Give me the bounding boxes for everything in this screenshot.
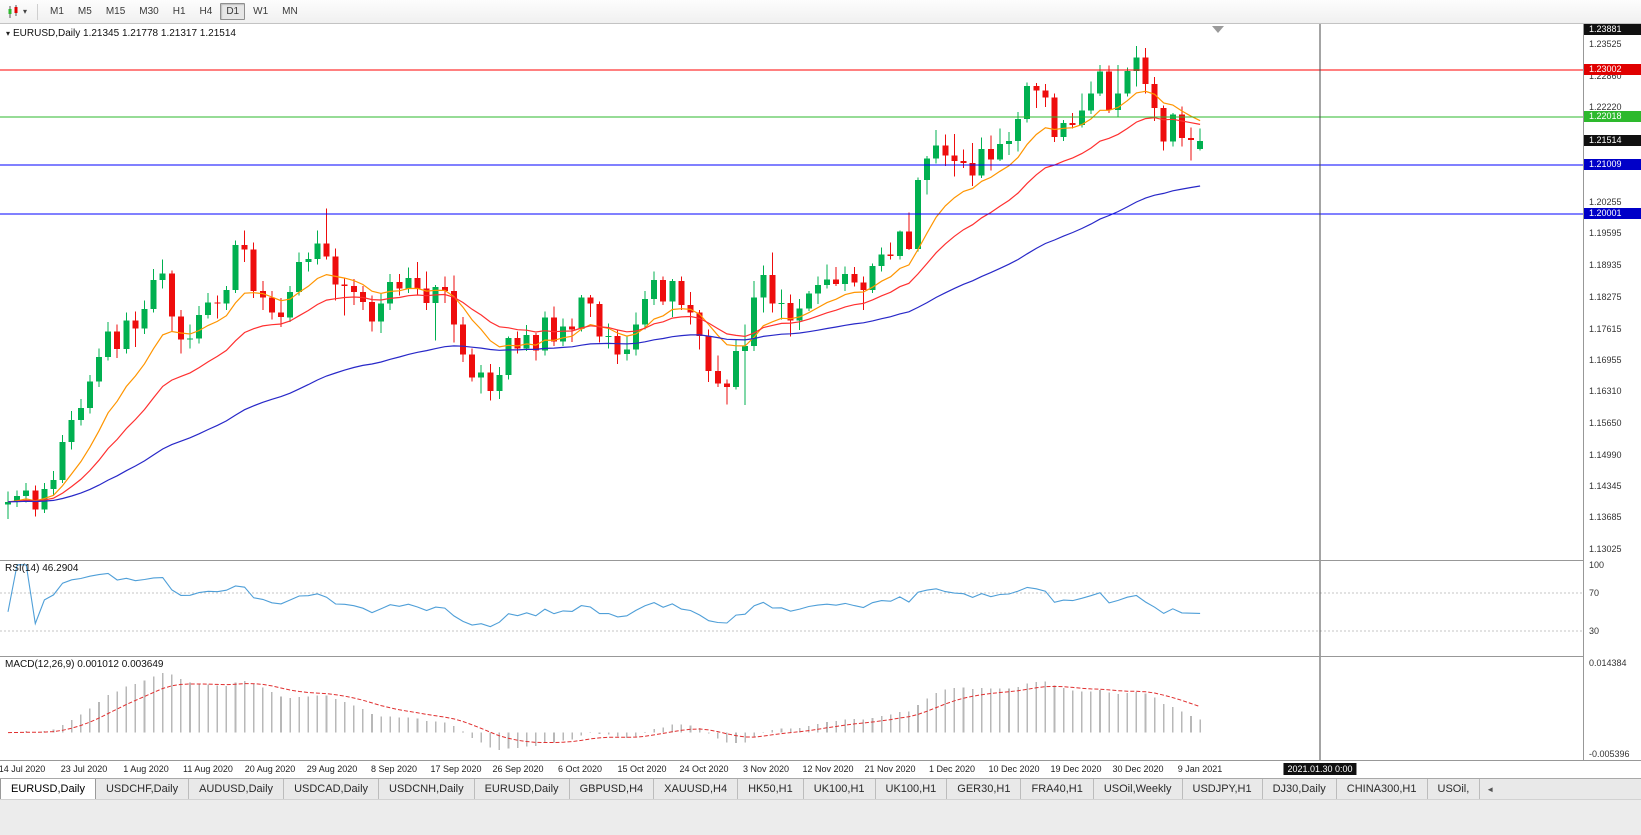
price-tick: 1.18935	[1589, 260, 1622, 270]
date-tick: 11 Aug 2020	[183, 764, 233, 774]
timeframe-button-m1[interactable]: M1	[50, 6, 64, 17]
date-tick: 6 Oct 2020	[557, 764, 603, 774]
date-tick: 20 Aug 2020	[244, 764, 296, 774]
price-badge-1.21009: 1.21009	[1584, 159, 1641, 170]
date-tick: 10 Dec 2020	[988, 764, 1040, 774]
timeframe-button-mn[interactable]: MN	[282, 6, 298, 17]
rsi-axis-label: 70	[1589, 588, 1600, 598]
date-tick: 23 Jul 2020	[60, 764, 108, 774]
price-tick: 1.17615	[1589, 324, 1622, 334]
timeframe-button-m15[interactable]: M15	[105, 6, 126, 17]
rsi-label: RSI(14) 46.2904	[5, 563, 79, 574]
timeframe-button-m5[interactable]: M5	[77, 6, 92, 17]
date-tick: 8 Sep 2020	[370, 764, 418, 774]
tab-usdcad-daily[interactable]: USDCAD,Daily	[284, 779, 380, 799]
macd-pane[interactable]	[0, 656, 1583, 760]
chevron-down-icon[interactable]: ▾	[23, 7, 28, 16]
moving-average-10	[7, 90, 1201, 503]
tab-eurusd-daily[interactable]: EURUSD,Daily	[475, 779, 570, 799]
macd-signal-line	[7, 683, 1201, 743]
date-tick: 24 Oct 2020	[679, 764, 729, 774]
macd-label: MACD(12,26,9) 0.001012 0.003649	[5, 659, 164, 670]
date-tick: 12 Nov 2020	[802, 764, 854, 774]
tab-usoil-weekly[interactable]: USOil,Weekly	[1094, 779, 1183, 799]
bottom-strip	[0, 799, 1641, 835]
rsi-line	[7, 564, 1201, 628]
price-tick: 1.13025	[1589, 544, 1622, 554]
price-tick: 1.16310	[1589, 386, 1622, 396]
tab-usoil-[interactable]: USOil,	[1428, 779, 1481, 799]
price-tick: 1.14990	[1589, 450, 1622, 460]
tab-dj30-daily[interactable]: DJ30,Daily	[1263, 779, 1337, 799]
candlestick-chart-icon[interactable]	[6, 4, 21, 19]
date-tick: 26 Sep 2020	[492, 764, 544, 774]
tab-scroll-left-icon[interactable]: ◄	[1486, 785, 1495, 794]
price-tick: 1.20255	[1589, 197, 1622, 207]
tab-usdchf-daily[interactable]: USDCHF,Daily	[96, 779, 190, 799]
tab-gbpusd-h4[interactable]: GBPUSD,H4	[570, 779, 655, 799]
chart-tab-bar: EURUSD,Daily USDCHF,Daily AUDUSD,Daily USDC…	[0, 778, 1641, 799]
timeframe-button-d1[interactable]: D1	[220, 3, 246, 20]
toolbar: ▾ M1 M5 M15 M30 H1 H4 D1 W1 MN	[0, 0, 1641, 24]
date-tick: 1 Aug 2020	[123, 764, 169, 774]
price-badge-1.23881: 1.23881	[1584, 24, 1641, 35]
price-badge-1.23002: 1.23002	[1584, 64, 1641, 75]
main-chart[interactable]	[0, 24, 1583, 560]
rsi-pane[interactable]	[0, 560, 1583, 656]
date-tick: 1 Dec 2020	[928, 764, 976, 774]
date-tick: 29 Aug 2020	[306, 764, 358, 774]
rsi-axis-label: 100	[1589, 560, 1605, 570]
date-tick: 15 Oct 2020	[617, 764, 667, 774]
date-tick: 19 Dec 2020	[1050, 764, 1102, 774]
moving-average-21	[7, 117, 1201, 503]
chart-title-text: EURUSD,Daily 1.21345 1.21778 1.21317 1.2…	[13, 28, 236, 39]
price-badge-1.21514: 1.21514	[1584, 135, 1641, 146]
timeframe-button-m30[interactable]: M30	[139, 6, 159, 17]
macd-axis-label: -0.005396	[1589, 749, 1630, 759]
tab-usdjpy-h1[interactable]: USDJPY,H1	[1183, 779, 1263, 799]
timeframe-group: M1 M5 M15 M30 H1 H4 D1 W1 MN	[43, 3, 305, 20]
chart-title: ▾ EURUSD,Daily 1.21345 1.21778 1.21317 1.…	[6, 28, 236, 39]
timeframe-button-h4[interactable]: H4	[199, 6, 213, 17]
tab-uk100-h1[interactable]: UK100,H1	[804, 779, 876, 799]
tab-fra40-h1[interactable]: FRA40,H1	[1021, 779, 1094, 799]
price-tick: 1.14345	[1589, 481, 1622, 491]
price-tick: 1.16955	[1589, 355, 1622, 365]
date-axis[interactable]: 14 Jul 2020 23 Jul 2020 1 Aug 2020 11 Aug 2…	[0, 760, 1641, 778]
timeframe-button-h1[interactable]: H1	[172, 6, 186, 17]
price-badge-1.20001: 1.20001	[1584, 208, 1641, 219]
timeframe-button-w1[interactable]: W1	[253, 6, 269, 17]
tab-audusd-daily[interactable]: AUDUSD,Daily	[189, 779, 285, 799]
date-tick: 3 Nov 2020	[742, 764, 790, 774]
price-tick: 1.22860	[1589, 71, 1622, 81]
date-tick: 9 Jan 2021	[1177, 764, 1223, 774]
rsi-axis-label: 30	[1589, 626, 1600, 636]
tab-ger30-h1[interactable]: GER30,H1	[947, 779, 1022, 799]
price-tick: 1.23525	[1589, 39, 1622, 49]
tab-usdcnh-daily[interactable]: USDCNH,Daily	[379, 779, 475, 799]
price-badge-1.22018: 1.22018	[1584, 111, 1641, 122]
date-tick: 21 Nov 2020	[864, 764, 916, 774]
date-tick: 17 Sep 2020	[430, 764, 482, 774]
date-tick: 30 Dec 2020	[1112, 764, 1164, 774]
tab-uk100-h1[interactable]: UK100,H1	[876, 779, 948, 799]
price-tick: 1.15650	[1589, 418, 1622, 428]
toolbar-separator	[37, 3, 39, 20]
macd-axis-label: 0.014384	[1589, 658, 1627, 668]
tab-hk50-h1[interactable]: HK50,H1	[738, 779, 804, 799]
triangle-down-icon[interactable]: ▾	[6, 29, 11, 38]
price-tick: 1.19595	[1589, 228, 1622, 238]
date-badge: 2021.01.30 0:00	[1283, 763, 1357, 775]
price-tick: 1.22220	[1589, 102, 1622, 112]
tab-xauusd-h4[interactable]: XAUUSD,H4	[654, 779, 739, 799]
date-tick: 14 Jul 2020	[0, 764, 46, 774]
price-axis[interactable]: 1.23525 1.22860 1.22220 1.20255 1.19595 1.189…	[1583, 24, 1641, 760]
moving-average-60	[7, 185, 1201, 503]
chart-shift-marker[interactable]	[1212, 26, 1224, 33]
tab-eurusd-daily[interactable]: EURUSD,Daily	[0, 779, 96, 799]
price-tick: 1.18275	[1589, 292, 1622, 302]
price-tick: 1.13685	[1589, 512, 1622, 522]
tab-china300-h1[interactable]: CHINA300,H1	[1337, 779, 1428, 799]
